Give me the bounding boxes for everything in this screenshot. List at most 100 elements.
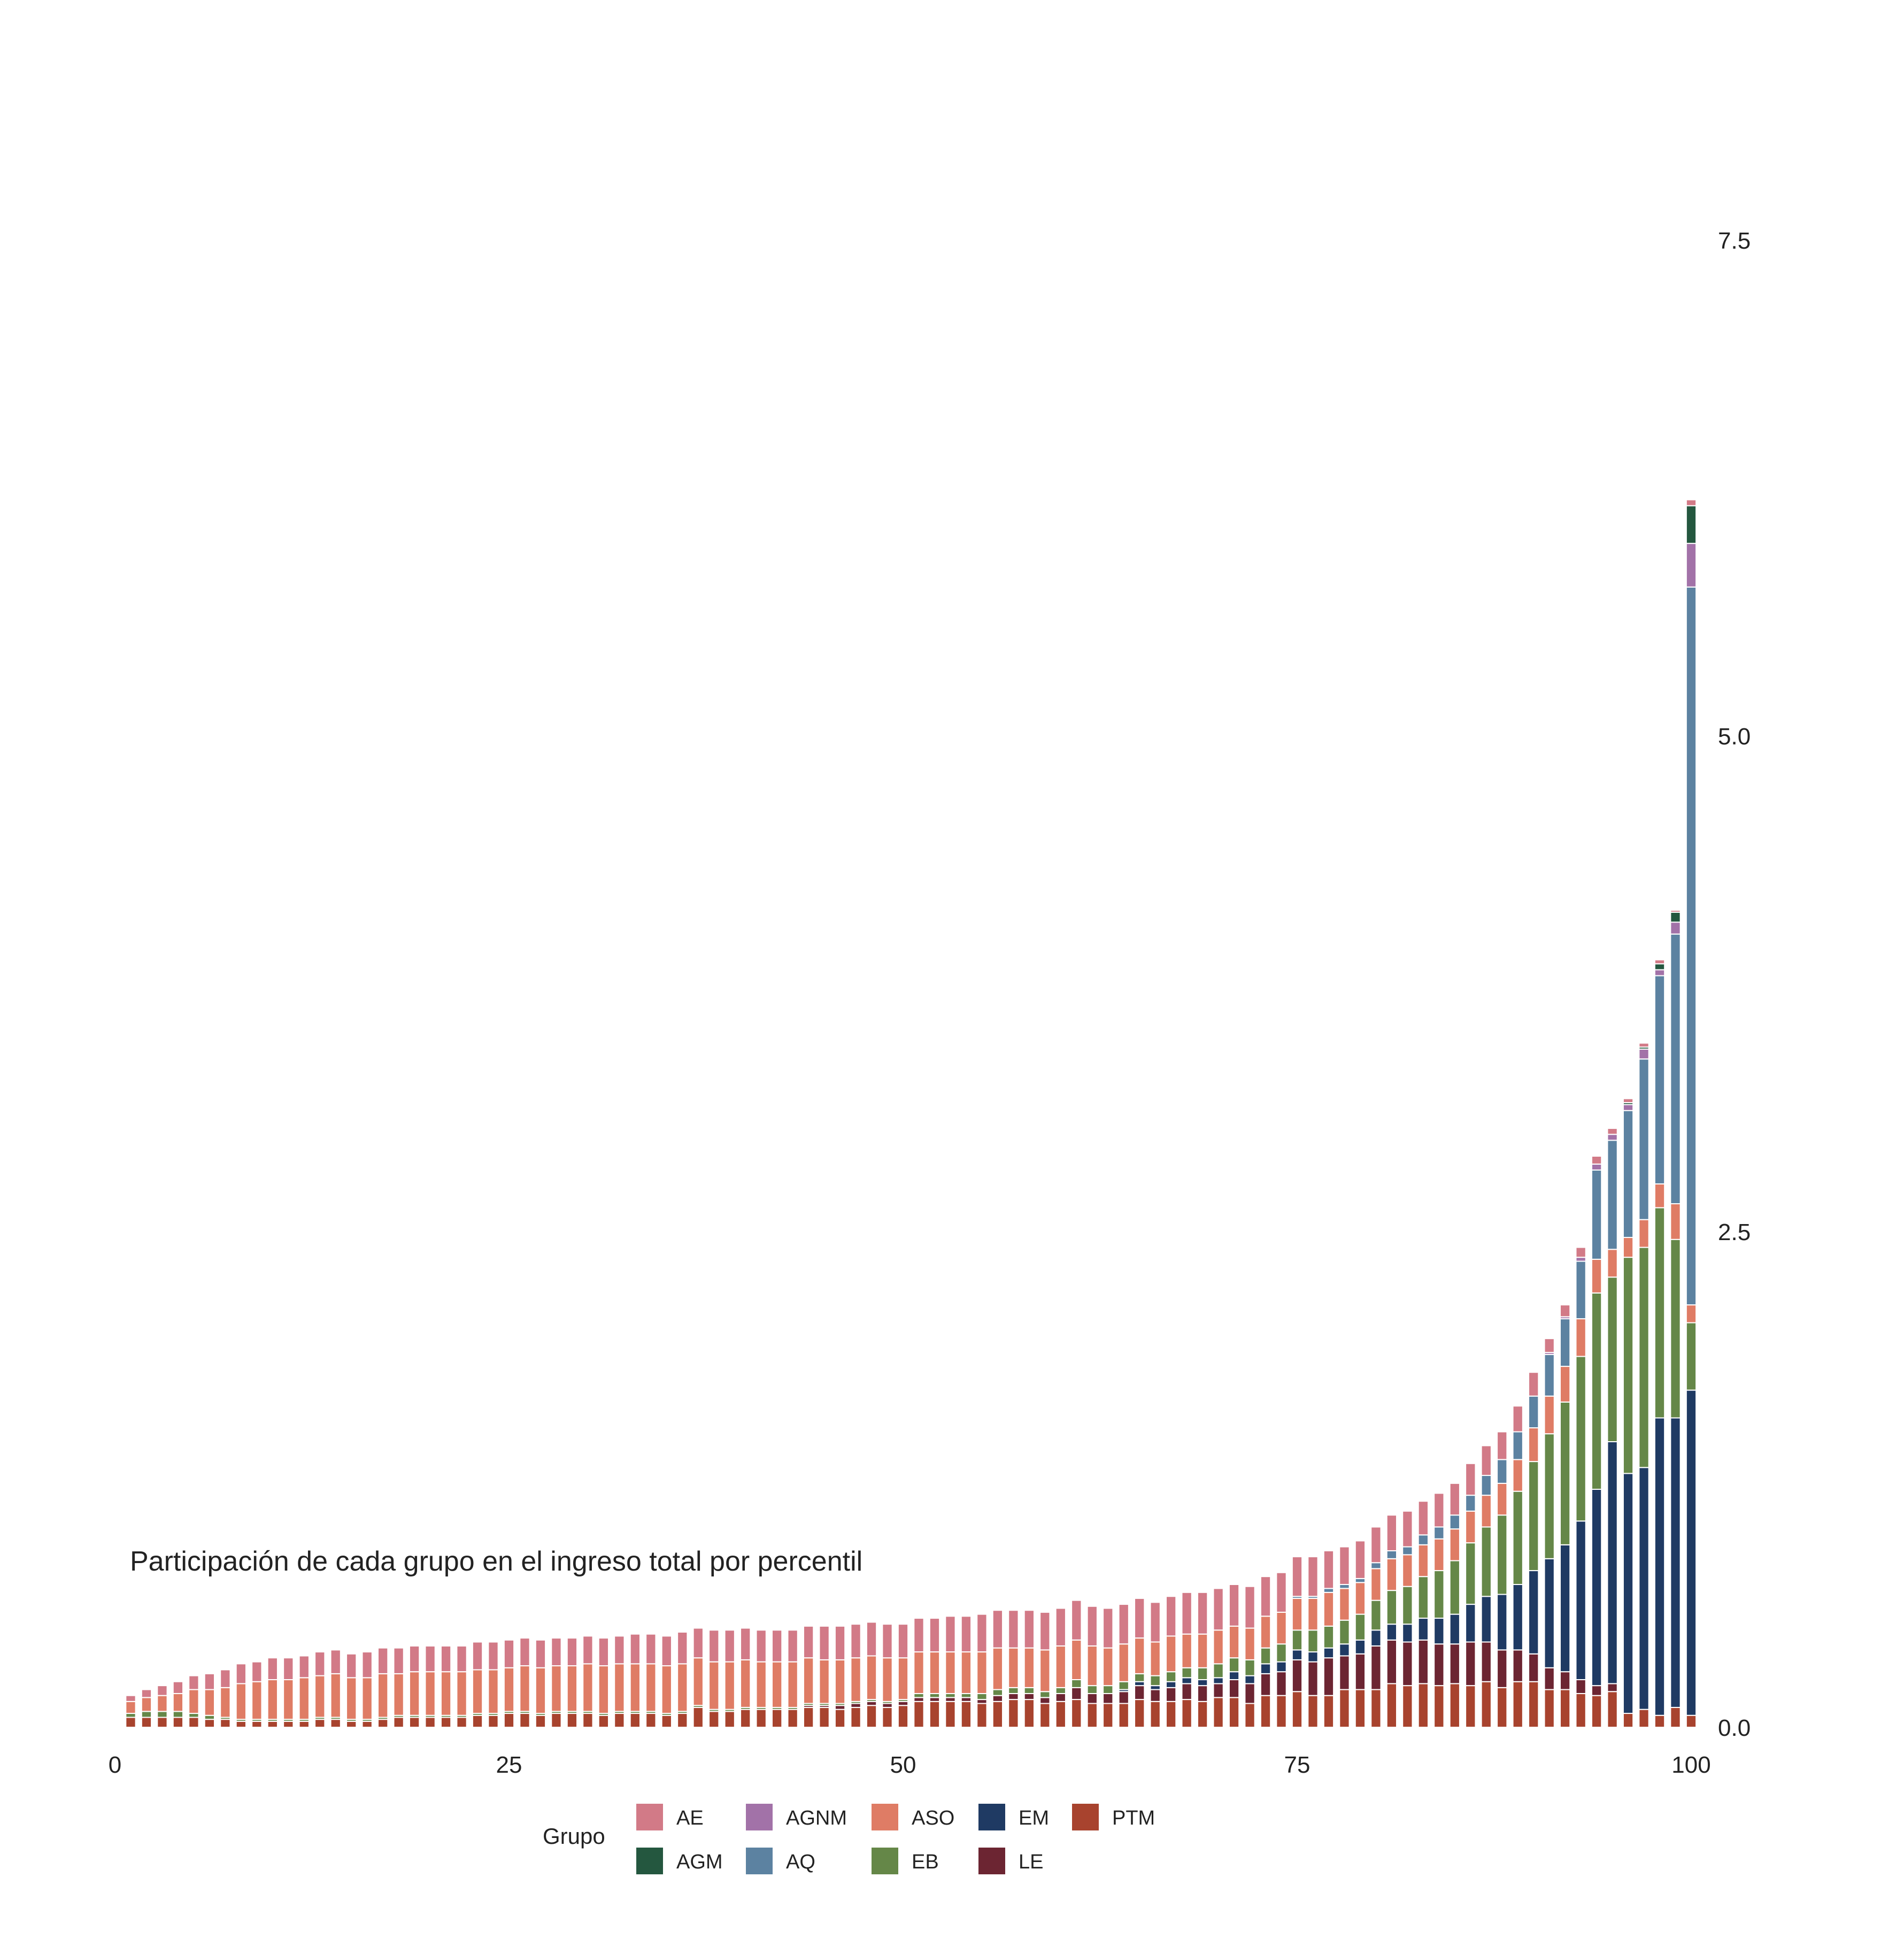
bar-segment-em-p88	[1497, 1594, 1508, 1651]
bar-segment-ae-p54	[960, 1615, 972, 1653]
bar-segment-eb-p68	[1181, 1667, 1192, 1679]
bar-segment-aq-p78	[1339, 1584, 1350, 1589]
bar-segment-ptm-p8	[235, 1720, 246, 1728]
bar-segment-le-p89	[1512, 1649, 1523, 1682]
bar-segment-le-p90	[1528, 1653, 1539, 1682]
bar-segment-aso-p76	[1307, 1597, 1319, 1631]
bar-segment-aso-p80	[1370, 1568, 1382, 1601]
bar-segment-aso-p17	[377, 1673, 389, 1718]
bar-segment-aso-p19	[408, 1671, 420, 1716]
bar-segment-eb-p51	[913, 1693, 924, 1698]
bar-segment-ae-p12	[298, 1655, 310, 1679]
bar-segment-aso-p61	[1071, 1639, 1082, 1681]
bars-layer	[125, 499, 1697, 1728]
bar-segment-eb-p5	[188, 1713, 199, 1718]
bar-segment-em-p95	[1607, 1441, 1618, 1684]
bar-segment-ptm-p23	[472, 1714, 483, 1728]
bar-segment-aso-p1	[125, 1701, 136, 1714]
bar-segment-aso-p86	[1465, 1510, 1476, 1544]
bar-segment-em-p72	[1244, 1675, 1255, 1684]
bar-segment-eb-p70	[1213, 1663, 1224, 1679]
bar-segment-ae-p58	[1023, 1610, 1035, 1649]
bar-segment-em-p97	[1638, 1467, 1649, 1710]
bar-segment-ptm-p10	[267, 1720, 278, 1728]
bar-segment-le-p47	[850, 1703, 861, 1708]
bar-segment-ae-p77	[1323, 1550, 1335, 1589]
bar-segment-aso-p2	[141, 1697, 152, 1712]
bar-segment-aq-p95	[1607, 1140, 1618, 1250]
bar-segment-aso-p89	[1512, 1459, 1523, 1492]
x-tick-label: 75	[1284, 1752, 1311, 1778]
bar-segment-ptm-p40	[740, 1709, 751, 1728]
bar-segment-ae-p7	[220, 1669, 231, 1688]
bar-segment-ae-p76	[1307, 1556, 1319, 1597]
bar-segment-aso-p24	[488, 1669, 499, 1714]
bar-segment-le-p64	[1118, 1691, 1129, 1704]
bar-segment-aso-p18	[393, 1673, 404, 1716]
bar-segment-le-p81	[1386, 1639, 1398, 1684]
bar-segment-aso-p97	[1638, 1219, 1649, 1248]
legend-label-agm: AGM	[676, 1851, 723, 1873]
bar-segment-ae-p87	[1481, 1445, 1492, 1476]
bar-segment-ptm-p30	[582, 1713, 593, 1728]
bar-segment-eb-p92	[1560, 1401, 1571, 1545]
legend-label-ptm: PTM	[1112, 1807, 1155, 1829]
bar-segment-ae-p52	[929, 1618, 941, 1653]
bar-segment-ptm-p20	[425, 1717, 436, 1728]
bar-segment-eb-p6	[204, 1714, 215, 1720]
bar-segment-eb-p83	[1417, 1576, 1429, 1619]
bar-segment-ae-p56	[992, 1610, 1004, 1649]
bar-segment-le-p72	[1244, 1683, 1255, 1704]
bar-segment-le-p68	[1181, 1683, 1192, 1701]
bar-segment-em-p73	[1260, 1663, 1271, 1674]
bar-segment-aso-p33	[629, 1663, 641, 1712]
bar-segment-aq-p97	[1638, 1058, 1649, 1220]
bar-segment-aso-p74	[1276, 1611, 1287, 1645]
legend-key-aq	[746, 1848, 773, 1874]
bar-segment-ptm-p51	[913, 1701, 924, 1728]
bar-segment-le-p75	[1291, 1659, 1303, 1693]
bar-segment-aso-p10	[267, 1679, 278, 1720]
bar-segment-aq-p100	[1685, 586, 1697, 1306]
bar-segment-ptm-p76	[1307, 1695, 1319, 1728]
bar-segment-ae-p26	[519, 1637, 530, 1667]
legend-key-ptm	[1072, 1804, 1099, 1830]
bar-segment-ptm-p44	[803, 1706, 814, 1728]
bar-segment-ptm-p63	[1103, 1703, 1114, 1728]
bar-segment-em-p98	[1654, 1417, 1666, 1716]
bar-segment-ae-p21	[440, 1645, 452, 1673]
bar-segment-le-p92	[1560, 1671, 1571, 1690]
bar-segment-le-p59	[1039, 1697, 1051, 1704]
bar-segment-le-p69	[1197, 1685, 1208, 1702]
bar-segment-ae-p91	[1544, 1338, 1555, 1353]
bar-segment-eb-p73	[1260, 1647, 1271, 1665]
bar-segment-ae-p53	[945, 1615, 956, 1653]
bar-segment-ptm-p29	[566, 1713, 578, 1728]
bar-segment-aso-p85	[1449, 1528, 1460, 1561]
bar-segment-aso-p59	[1039, 1649, 1051, 1693]
bar-segment-ptm-p12	[298, 1720, 310, 1728]
bar-segment-ptm-p62	[1086, 1703, 1098, 1728]
bar-segment-eb-p55	[976, 1693, 988, 1701]
bar-segment-eb-p58	[1023, 1687, 1035, 1694]
bar-segment-ptm-p15	[346, 1720, 357, 1728]
bar-segment-eb-p84	[1433, 1570, 1445, 1619]
bar-segment-le-p94	[1591, 1685, 1602, 1696]
bar-segment-ptm-p17	[377, 1719, 389, 1728]
bar-segment-eb-p54	[960, 1693, 972, 1698]
x-axis: 0 25 50 75 100	[109, 1752, 1711, 1778]
bar-segment-le-p76	[1307, 1661, 1319, 1696]
bar-segment-eb-p78	[1339, 1619, 1350, 1645]
bar-segment-le-p60	[1055, 1693, 1066, 1702]
bar-segment-aso-p82	[1402, 1554, 1413, 1587]
bar-segment-eb-p53	[945, 1693, 956, 1698]
bar-segment-ptm-p87	[1481, 1681, 1492, 1728]
bar-segment-ptm-p93	[1575, 1693, 1586, 1728]
bar-segment-ptm-p85	[1449, 1683, 1460, 1728]
bar-segment-le-p63	[1103, 1693, 1114, 1704]
bar-segment-ptm-p59	[1039, 1703, 1051, 1728]
bar-segment-aq-p77	[1323, 1588, 1335, 1593]
bar-segment-aso-p22	[456, 1671, 467, 1716]
bar-segment-em-p71	[1228, 1671, 1240, 1680]
bar-segment-ae-p81	[1386, 1514, 1398, 1551]
